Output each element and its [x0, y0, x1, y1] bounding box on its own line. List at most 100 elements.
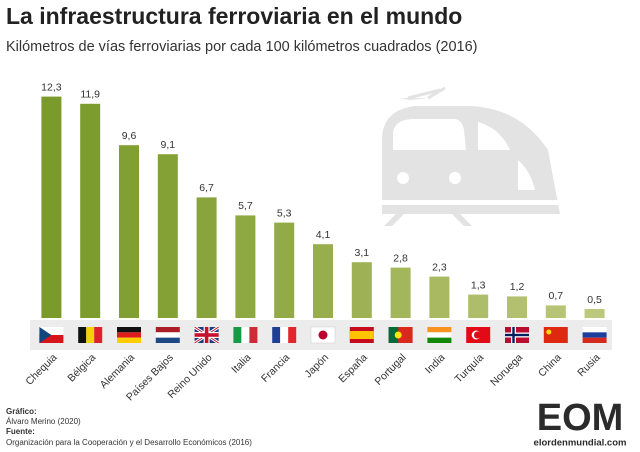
- flag: [117, 327, 141, 343]
- flag-part: [280, 327, 289, 343]
- flag-part: [288, 327, 297, 343]
- x-tick-label: India: [423, 351, 448, 376]
- chart-subtitle: Kilómetros de vías ferroviarias por cada…: [6, 39, 477, 55]
- flag-part: [582, 327, 607, 333]
- bar: [429, 276, 450, 318]
- x-tick-label: Portugal: [373, 352, 409, 388]
- value-label: 5,7: [238, 200, 253, 212]
- bar: [119, 145, 139, 318]
- flag-part: [427, 332, 452, 338]
- x-tick-label: Chequia: [23, 351, 59, 387]
- flag: [193, 325, 220, 345]
- flag-part: [427, 337, 452, 343]
- flag-part: [582, 337, 607, 343]
- value-label: 11,9: [80, 89, 100, 101]
- value-label: 2,3: [432, 261, 447, 273]
- x-tick-label: España: [336, 351, 370, 385]
- flag-part: [194, 333, 219, 337]
- value-label: 6,7: [199, 182, 214, 194]
- bar: [313, 244, 333, 318]
- x-tick-label: Francia: [259, 351, 292, 384]
- flag-part: [546, 329, 552, 335]
- x-tick-label: Rusia: [575, 351, 603, 379]
- x-tick-label: Japón: [302, 351, 331, 380]
- value-label: 0,5: [587, 294, 602, 306]
- flag-part: [39, 327, 64, 335]
- chart-title: La infraestructura ferroviaria en el mun…: [6, 3, 462, 29]
- flag: [310, 326, 336, 344]
- flag-part: [318, 330, 328, 340]
- bar: [41, 96, 62, 318]
- source-text: Organización para la Cooperación y el De…: [6, 438, 252, 447]
- flag-part: [94, 327, 103, 343]
- flag-part: [394, 331, 402, 339]
- bar: [390, 267, 411, 318]
- flag: [155, 327, 180, 343]
- flag-part: [543, 327, 568, 343]
- flag: [272, 327, 297, 343]
- value-label: 1,3: [471, 279, 486, 291]
- flag-part: [78, 327, 87, 343]
- flag: [39, 327, 64, 343]
- credit-text: Álvaro Merino (2020): [6, 417, 81, 426]
- bar: [545, 305, 566, 318]
- flag-part: [272, 327, 281, 343]
- value-label: 12,3: [41, 81, 62, 93]
- flag-part: [388, 327, 399, 343]
- x-tick-label: China: [536, 351, 564, 379]
- flag: [233, 327, 258, 343]
- credit-label: Gráfico:: [6, 407, 37, 416]
- flag-part: [117, 327, 141, 333]
- bar: [274, 222, 295, 318]
- flag: [427, 327, 452, 343]
- flag-part: [155, 337, 180, 343]
- bar: [80, 103, 101, 318]
- bar: [507, 296, 527, 318]
- flag: [543, 327, 568, 343]
- logo-url: elordenmundial.com: [534, 438, 627, 449]
- value-label: 0,7: [548, 290, 563, 302]
- bar: [584, 309, 605, 318]
- flag: [349, 327, 374, 343]
- logo: EOM: [537, 397, 624, 439]
- flag-part: [233, 327, 242, 343]
- x-tick-label: Alemania: [98, 351, 138, 391]
- value-label: 4,1: [316, 229, 331, 241]
- train-icon: [382, 86, 560, 226]
- flag: [582, 327, 607, 343]
- x-tick-label: Bélgica: [65, 352, 98, 385]
- flag-part: [39, 335, 64, 343]
- bar: [196, 197, 217, 318]
- flag-part: [582, 332, 607, 338]
- flag-part: [117, 332, 141, 338]
- flag-part: [241, 327, 250, 343]
- flag-part: [117, 337, 141, 343]
- flag-part: [505, 333, 529, 337]
- flag-part: [155, 332, 180, 338]
- value-label: 2,8: [393, 252, 408, 264]
- flag-part: [155, 327, 180, 333]
- x-tick-label: Noruega: [488, 351, 525, 388]
- bar: [351, 262, 372, 318]
- source-label: Fuente:: [6, 427, 35, 436]
- flag-part: [86, 327, 95, 343]
- flag: [78, 327, 103, 343]
- value-label: 9,1: [160, 139, 175, 151]
- flag-part: [39, 327, 52, 343]
- flag-part: [349, 331, 374, 339]
- value-label: 3,1: [354, 247, 369, 259]
- flag-part: [427, 327, 452, 333]
- bar: [157, 154, 178, 318]
- bar: [235, 215, 256, 318]
- bar: [468, 294, 489, 318]
- flag: [505, 327, 529, 343]
- value-label: 9,6: [122, 130, 137, 142]
- flag-part: [249, 327, 258, 343]
- x-tick-label: Turquía: [452, 351, 486, 385]
- flag: [388, 327, 413, 343]
- x-tick-label: Italia: [229, 351, 253, 375]
- value-label: 5,3: [277, 207, 292, 219]
- value-label: 1,2: [510, 281, 525, 293]
- flag-part: [473, 331, 482, 339]
